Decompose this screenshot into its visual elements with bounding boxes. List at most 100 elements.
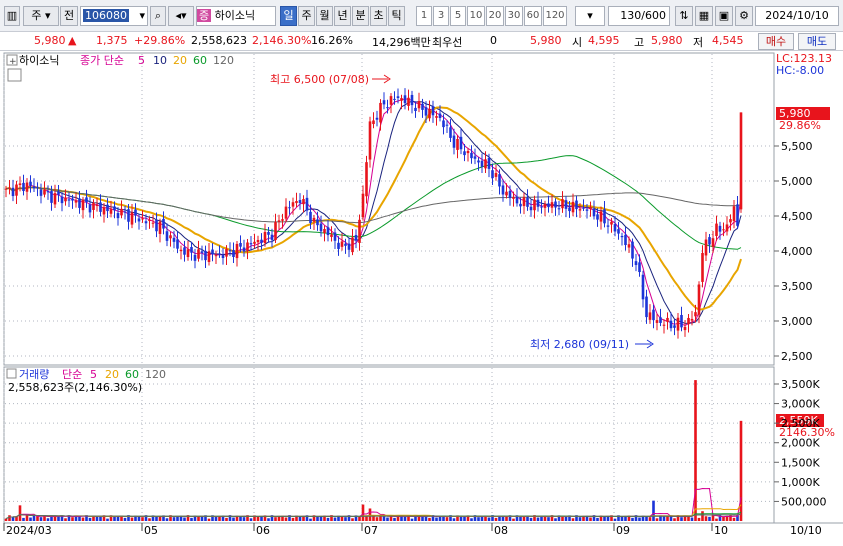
- candle-body: [323, 229, 326, 234]
- candle-body: [718, 225, 722, 232]
- candle-body: [186, 249, 190, 258]
- volume-bar: [589, 517, 592, 521]
- stock-name-box[interactable]: 증 하이소닉: [196, 6, 276, 26]
- volume: 2,558,623: [191, 34, 247, 47]
- volume-bar: [347, 515, 351, 521]
- candle-body: [354, 235, 358, 241]
- candle-body: [736, 204, 739, 226]
- volume-bar: [431, 515, 435, 521]
- candle-body: [193, 254, 197, 261]
- volume-bar: [8, 515, 11, 521]
- period-tab-1[interactable]: 주: [298, 6, 315, 26]
- grid-toggle-icon[interactable]: [7, 68, 22, 82]
- candle-body: [442, 120, 445, 128]
- candle-body: [172, 237, 176, 242]
- candle-body: [725, 224, 729, 232]
- high-note: 최고 6,500 (07/08): [270, 73, 369, 86]
- toolbar: ▥ 주 ▾ 전 106080 ▾ ⌕ ◂▾ 증 하이소닉 ▾ 130/600 ⇅…: [0, 0, 843, 32]
- volume-bar: [43, 515, 46, 521]
- candle-body: [256, 239, 260, 243]
- candle-body: [729, 219, 732, 223]
- volume-bar: [102, 515, 106, 521]
- chart-menu-icon[interactable]: ▥: [4, 6, 20, 26]
- interval-tab-10[interactable]: 10: [467, 6, 485, 26]
- volume-bar: [456, 515, 459, 521]
- volume-bar: [337, 515, 340, 521]
- period-tab-4[interactable]: 분: [352, 6, 369, 26]
- candle-body: [253, 241, 256, 244]
- turnover-rate: 16.26%: [311, 34, 353, 47]
- volume-bar: [694, 380, 697, 521]
- candle-body: [606, 225, 610, 227]
- volume-bar: [53, 516, 57, 521]
- interval-tab-20[interactable]: 20: [486, 6, 504, 26]
- speaker-icon[interactable]: ◂▾: [168, 6, 194, 26]
- chart-canvas[interactable]: + 하이소닉 종가 단순 5 10 20 60 120 LC:123.13 HC…: [0, 51, 843, 543]
- current-volume-label: 2,559K: [779, 414, 818, 427]
- buy-button[interactable]: 매수: [758, 33, 794, 50]
- candle-body: [648, 312, 652, 320]
- candle-body: [704, 239, 708, 256]
- candle-body: [508, 190, 512, 199]
- candle-body: [687, 317, 690, 325]
- interval-tab-1[interactable]: 1: [416, 6, 432, 26]
- code-value: 106080: [83, 9, 129, 22]
- period-tab-6[interactable]: 틱: [388, 6, 405, 26]
- volume-panel-toggle-icon[interactable]: [6, 368, 17, 379]
- candle-body: [302, 199, 305, 205]
- interval-tab-60[interactable]: 60: [524, 6, 542, 26]
- panel-toggle-icon[interactable]: [6, 54, 18, 66]
- x-axis-label: 07: [364, 524, 378, 537]
- open-label: 시: [572, 36, 583, 49]
- candle-body: [298, 200, 302, 204]
- candle-body: [386, 107, 389, 109]
- current-pct-label: 29.86%: [779, 119, 821, 132]
- candle-body: [92, 202, 95, 210]
- volume-bar: [414, 515, 417, 521]
- volume-bar: [141, 517, 144, 521]
- type-button[interactable]: 전: [60, 6, 78, 26]
- volume-bar: [732, 517, 736, 521]
- candle-body: [407, 97, 410, 106]
- price-change-pct: +29.86%: [134, 34, 186, 47]
- candle-body: [18, 183, 22, 185]
- market-select[interactable]: 주 ▾: [23, 6, 59, 26]
- volume-bar: [463, 516, 466, 521]
- period-tab-5[interactable]: 초: [370, 6, 387, 26]
- lc-label: LC:123.13: [776, 52, 832, 65]
- low-note: 최저 2,680 (09/11): [530, 338, 629, 351]
- count-field[interactable]: 130/600: [608, 6, 670, 26]
- volume-bar: [123, 517, 127, 521]
- code-input[interactable]: 106080 ▾: [80, 6, 148, 26]
- candle-body: [288, 207, 291, 209]
- grid-icon[interactable]: ▦: [695, 6, 713, 26]
- candle-body: [673, 325, 676, 328]
- save-icon[interactable]: ▣: [715, 6, 733, 26]
- volume-bar: [25, 515, 29, 521]
- interval-dropdown[interactable]: ▾: [575, 6, 605, 26]
- candle-body: [690, 318, 694, 321]
- candle-body: [232, 249, 235, 258]
- period-tab-0[interactable]: 일: [280, 6, 297, 26]
- volume-bar: [319, 516, 323, 521]
- volume-bar: [459, 516, 463, 521]
- interval-tab-30[interactable]: 30: [505, 6, 523, 26]
- candle-type-icon[interactable]: ⇅: [675, 6, 693, 26]
- candle-body: [221, 255, 225, 259]
- interval-tab-5[interactable]: 5: [450, 6, 466, 26]
- sell-button[interactable]: 매도: [798, 33, 836, 50]
- volume-bar: [165, 518, 169, 521]
- period-tab-2[interactable]: 월: [316, 6, 333, 26]
- volume-bar: [60, 515, 64, 521]
- volume-ma-label: 단순: [62, 368, 82, 381]
- interval-tab-120[interactable]: 120: [543, 6, 567, 26]
- candle-body: [543, 203, 547, 208]
- chart-area[interactable]: + 하이소닉 종가 단순 5 10 20 60 120 LC:123.13 HC…: [0, 51, 843, 543]
- search-icon[interactable]: ⌕: [150, 6, 166, 26]
- volume-bar: [652, 500, 655, 521]
- period-tab-3[interactable]: 년: [334, 6, 351, 26]
- date-field[interactable]: 2024/10/10: [755, 6, 839, 26]
- interval-tab-3[interactable]: 3: [433, 6, 449, 26]
- volume-bar: [200, 516, 204, 521]
- gear-icon[interactable]: ⚙: [735, 6, 753, 26]
